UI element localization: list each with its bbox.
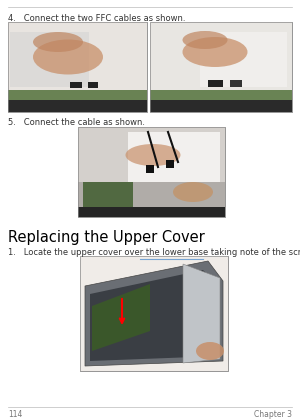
Ellipse shape: [33, 32, 83, 52]
Bar: [8, 22, 147, 112]
Bar: [8, 22, 147, 112]
Ellipse shape: [173, 182, 213, 202]
Text: 114: 114: [8, 410, 22, 419]
Bar: [78, 182, 225, 207]
Bar: [78, 127, 225, 207]
Text: 5.   Connect the cable as shown.: 5. Connect the cable as shown.: [8, 118, 145, 127]
Ellipse shape: [182, 37, 248, 67]
Bar: [166, 160, 174, 168]
Polygon shape: [90, 270, 220, 361]
Bar: [70, 82, 82, 88]
Bar: [8, 90, 147, 100]
Ellipse shape: [182, 31, 227, 49]
Ellipse shape: [125, 144, 181, 166]
Text: 1.   Locate the upper cover over the lower base taking note of the screw sockets: 1. Locate the upper cover over the lower…: [8, 248, 300, 257]
Bar: [80, 256, 228, 371]
Bar: [78, 127, 225, 217]
Bar: [150, 100, 292, 112]
Bar: [150, 22, 292, 100]
Bar: [128, 132, 220, 197]
Bar: [8, 100, 147, 112]
Bar: [80, 256, 228, 371]
Ellipse shape: [196, 342, 224, 360]
Bar: [80, 256, 228, 371]
Bar: [8, 22, 147, 100]
Polygon shape: [183, 264, 220, 363]
Polygon shape: [85, 261, 223, 366]
Bar: [10, 32, 89, 87]
Polygon shape: [92, 284, 150, 351]
Bar: [88, 82, 98, 88]
Bar: [78, 127, 225, 217]
Text: 4.   Connect the two FFC cables as shown.: 4. Connect the two FFC cables as shown.: [8, 14, 185, 23]
Bar: [150, 22, 292, 112]
Text: Chapter 3: Chapter 3: [254, 410, 292, 419]
Bar: [200, 32, 287, 87]
Bar: [150, 22, 292, 112]
Bar: [146, 165, 154, 173]
Ellipse shape: [33, 39, 103, 74]
Bar: [208, 80, 223, 87]
Bar: [150, 90, 292, 100]
Bar: [230, 80, 242, 87]
Bar: [78, 207, 225, 217]
Bar: [83, 182, 133, 207]
Text: Replacing the Upper Cover: Replacing the Upper Cover: [8, 230, 205, 245]
